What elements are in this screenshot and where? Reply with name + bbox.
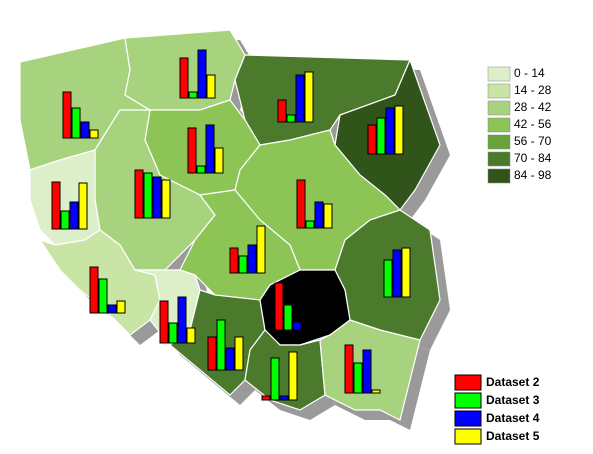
legend-swatch (487, 117, 511, 133)
legend-label: 70 - 84 (514, 151, 552, 165)
bar (292, 321, 302, 331)
bar (51, 181, 61, 230)
legend-label: Dataset 5 (486, 429, 540, 443)
bar (62, 91, 72, 139)
bar (196, 165, 206, 174)
class-legend: 0 - 14 14 - 28 28 - 42 42 - 56 56 - 70 70 - 8… (487, 66, 552, 184)
bar (107, 304, 117, 314)
bar (376, 117, 386, 155)
bar (371, 389, 381, 394)
legend-swatch (454, 374, 482, 391)
bar (279, 395, 289, 401)
bar (392, 249, 402, 298)
bar (205, 124, 215, 174)
bar (286, 114, 296, 123)
bar (401, 247, 411, 298)
legend-swatch (487, 83, 511, 99)
bar (98, 278, 108, 314)
bar (143, 172, 153, 219)
bar (283, 304, 293, 331)
region-charts (51, 49, 411, 401)
bar (152, 176, 162, 219)
bar (179, 57, 189, 99)
bar (89, 266, 99, 314)
bar (295, 74, 305, 123)
bar (206, 74, 216, 99)
bar (394, 105, 404, 155)
legend-swatch (487, 66, 511, 82)
bar (274, 282, 284, 331)
bar (238, 255, 248, 274)
region (244, 329, 326, 411)
bar (353, 362, 363, 394)
bar (161, 179, 171, 219)
bar (71, 107, 81, 139)
legend-label: 14 - 28 (514, 83, 552, 97)
bar (186, 327, 196, 344)
legend-label: 28 - 42 (514, 100, 552, 114)
legend-swatch (487, 151, 511, 167)
bar (234, 336, 244, 371)
legend-label: Dataset 3 (486, 393, 540, 407)
bar (304, 71, 314, 123)
bar (197, 49, 207, 99)
bar (362, 349, 372, 394)
bar (261, 395, 271, 401)
bar (256, 225, 266, 274)
bar (187, 127, 197, 174)
legend-swatch (454, 428, 482, 445)
bar (80, 121, 90, 139)
bar (168, 322, 178, 344)
bar (159, 300, 169, 344)
bar (385, 107, 395, 155)
legend-label: 56 - 70 (514, 134, 552, 148)
bar (229, 247, 239, 274)
legend-swatch (487, 134, 511, 150)
legend-swatch (454, 410, 482, 427)
bar (116, 300, 126, 314)
bar (69, 201, 79, 230)
bar (216, 319, 226, 371)
bar (225, 347, 235, 371)
bar (288, 351, 298, 401)
bar (277, 99, 287, 123)
bar (383, 259, 393, 298)
bar (134, 169, 144, 219)
legend-swatch (454, 392, 482, 409)
bar (270, 357, 280, 401)
bar (305, 220, 315, 229)
bar (323, 203, 333, 229)
bar (296, 179, 306, 229)
legend-label: 84 - 98 (514, 168, 552, 182)
bar (247, 244, 257, 274)
dataset-legend: Dataset 2 Dataset 3 Dataset 4 Dataset 5 (454, 374, 540, 445)
bar (207, 336, 217, 371)
bar (367, 124, 377, 155)
bar (188, 91, 198, 99)
bar (344, 344, 354, 394)
legend-swatch (487, 168, 511, 184)
bar (177, 296, 187, 344)
legend-label: Dataset 2 (486, 375, 540, 389)
bar (314, 201, 324, 229)
bar (78, 182, 88, 230)
bar (89, 129, 99, 139)
legend-label: 42 - 56 (514, 117, 552, 131)
bar (60, 210, 70, 230)
legend-swatch (487, 100, 511, 116)
legend-label: 0 - 14 (514, 66, 545, 80)
legend-label: Dataset 4 (486, 411, 540, 425)
bar (214, 147, 224, 174)
